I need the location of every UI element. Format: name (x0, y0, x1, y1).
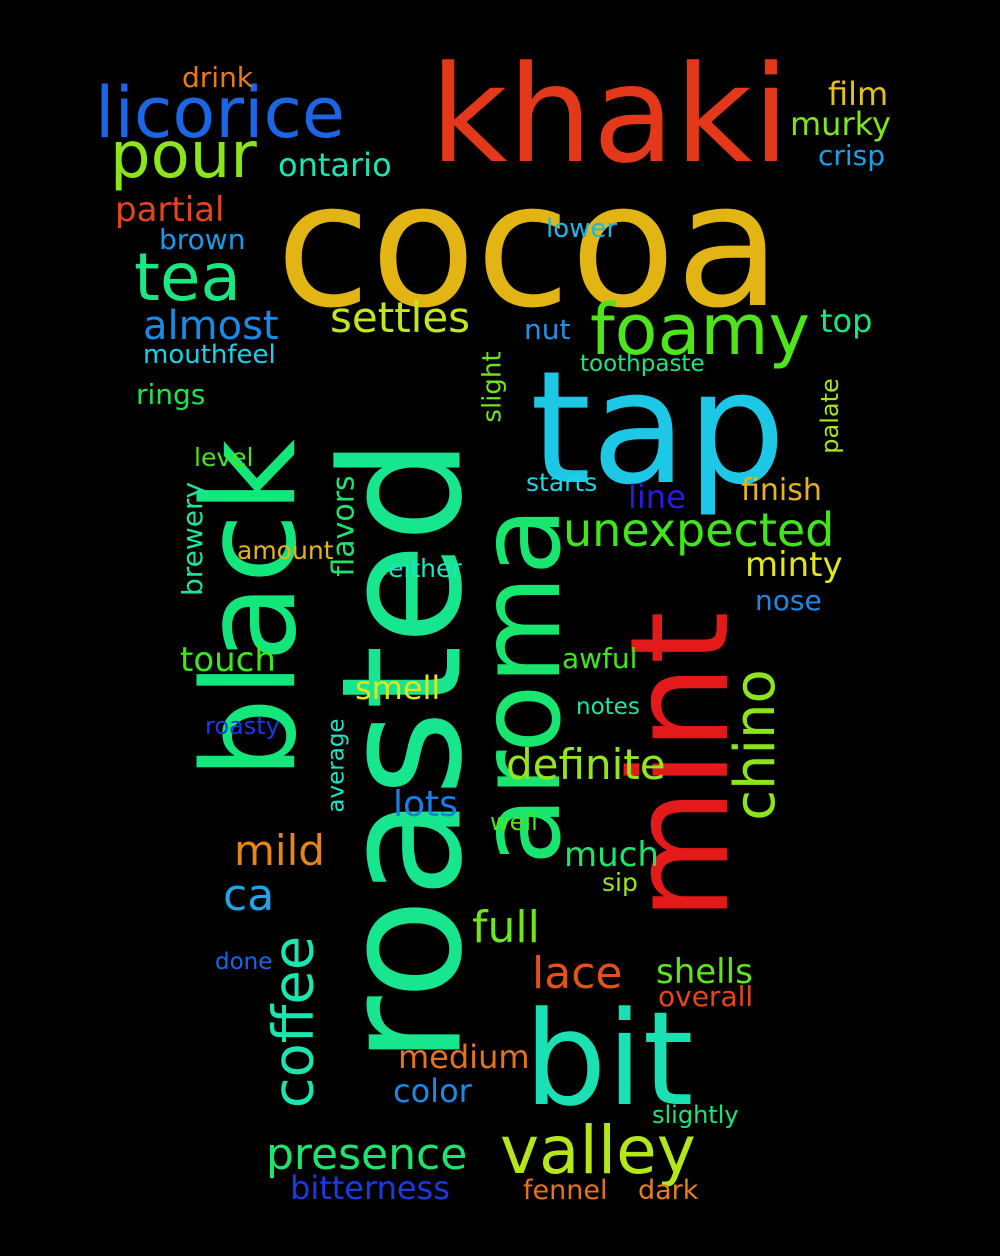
word-bitterness: bitterness (290, 1169, 450, 1207)
word-average: average (323, 718, 350, 813)
word-toothpaste: toothpaste (580, 351, 705, 377)
word-fennel: fennel (523, 1175, 608, 1206)
word-coffee: coffee (261, 935, 327, 1109)
word-level: level (194, 443, 254, 472)
word-nut: nut (524, 313, 571, 346)
word-touch: touch (180, 640, 276, 680)
word-definite: definite (506, 740, 666, 789)
word-licorice: licorice (95, 72, 345, 154)
word-ontario: ontario (278, 146, 392, 184)
word-slight: slight (477, 351, 508, 423)
word-mild: mild (234, 826, 325, 875)
word-dark: dark (638, 1175, 699, 1206)
word-overall: overall (658, 980, 754, 1013)
word-presence: presence (266, 1129, 468, 1180)
word-mouthfeel: mouthfeel (143, 340, 276, 370)
word-much: much (564, 835, 659, 875)
word-brewery: brewery (176, 481, 210, 597)
word-smell: smell (355, 669, 441, 707)
word-rings: rings (136, 378, 206, 411)
word-lots: lots (393, 784, 458, 825)
word-bit: bit (524, 983, 694, 1135)
word-crisp: crisp (818, 139, 886, 172)
word-valley: valley (500, 1112, 696, 1189)
word-foamy: foamy (590, 289, 810, 371)
word-drink: drink (182, 61, 254, 94)
word-notes: notes (576, 694, 640, 720)
word-color: color (393, 1072, 472, 1110)
word-settles: settles (330, 293, 471, 342)
word-amount: amount (237, 536, 334, 565)
word-sip: sip (602, 868, 638, 897)
word-nose: nose (755, 584, 822, 617)
word-brown: brown (159, 223, 246, 256)
word-roasty: roasty (205, 712, 280, 740)
word-flavors: flavors (326, 475, 362, 577)
word-either: either (388, 554, 462, 583)
word-chino: chino (722, 669, 788, 821)
word-well: well (490, 808, 538, 836)
word-cocoa: cocoa (276, 145, 781, 346)
word-medium: medium (398, 1038, 530, 1076)
word-starts: starts (526, 468, 598, 497)
word-done: done (215, 949, 273, 975)
word-khaki: khaki (430, 37, 790, 193)
word-awful: awful (562, 642, 638, 675)
word-ca: ca (223, 870, 275, 921)
word-finish: finish (741, 473, 822, 508)
word-top: top (820, 302, 873, 340)
word-almost: almost (143, 303, 279, 349)
word-shells: shells (656, 952, 753, 992)
word-murky: murky (790, 105, 891, 143)
word-tap: tap (530, 337, 786, 519)
word-pour: pour (110, 119, 257, 193)
word-slightly: slightly (652, 1101, 739, 1129)
word-minty: minty (745, 545, 843, 585)
word-tea: tea (134, 239, 241, 316)
word-lace: lace (532, 948, 623, 999)
word-film: film (828, 75, 889, 113)
word-palate: palate (815, 378, 844, 454)
word-line: line (628, 478, 686, 516)
word-full: full (472, 902, 540, 953)
word-lower: lower (546, 214, 618, 244)
word-unexpected: unexpected (563, 503, 835, 557)
word-partial: partial (115, 190, 225, 230)
